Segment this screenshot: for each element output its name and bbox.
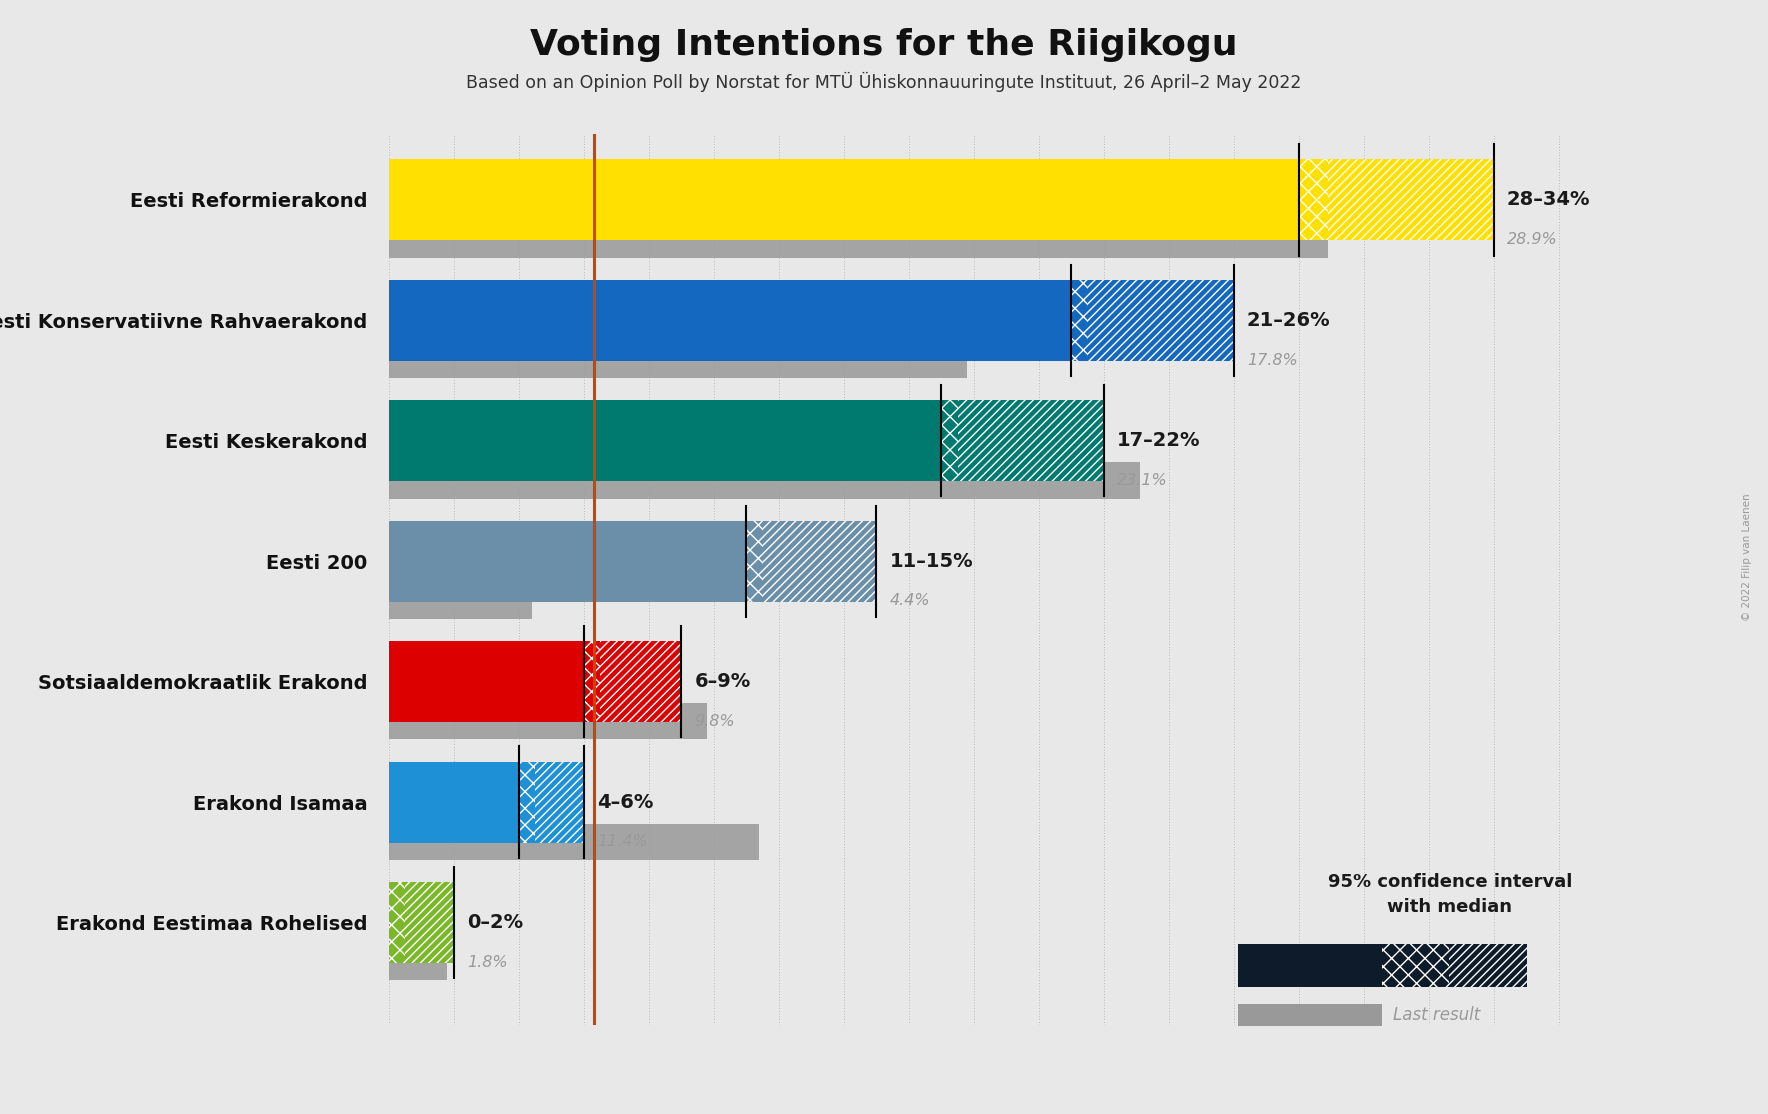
Text: 11–15%: 11–15% [889,551,972,570]
Bar [958,400,1103,481]
Text: 21–26%: 21–26% [1246,311,1330,330]
Bar [405,882,454,962]
Bar [389,400,941,481]
Text: 95% confidence interval: 95% confidence interval [1328,873,1572,891]
Bar [536,762,583,842]
Bar [583,642,599,722]
Bar [520,762,536,842]
Bar [1328,159,1494,241]
Bar [1071,280,1087,361]
Bar [389,280,1071,361]
Bar [1238,944,1383,987]
Bar [389,882,405,962]
Text: 17–22%: 17–22% [1117,431,1200,450]
Text: 28–34%: 28–34% [1506,190,1589,209]
Bar [1383,944,1448,987]
Text: Based on an Opinion Poll by Norstat for MTÜ Ühiskonnauuringute Instituut, 26 Apr: Based on an Opinion Poll by Norstat for … [467,72,1301,92]
Bar [389,222,1328,257]
Text: 4–6%: 4–6% [598,792,654,812]
Text: 1.8%: 1.8% [467,955,507,970]
Bar [389,520,746,602]
Bar [389,823,760,860]
Bar [1299,159,1328,241]
Bar [389,159,1299,241]
Bar [389,945,447,980]
Text: © 2022 Filip van Laenen: © 2022 Filip van Laenen [1741,494,1752,620]
Text: with median: with median [1388,898,1512,916]
Text: 9.8%: 9.8% [695,714,735,729]
Bar [941,400,958,481]
Bar [1087,280,1234,361]
Bar [389,583,532,619]
Bar [389,342,967,378]
Bar [389,762,520,842]
Bar [599,642,681,722]
Bar [762,520,877,602]
Bar [746,520,762,602]
Text: 23.1%: 23.1% [1117,473,1167,488]
Bar [1238,1004,1383,1026]
Bar [389,703,707,740]
Text: Last result: Last result [1393,1006,1480,1024]
Text: 6–9%: 6–9% [695,672,751,691]
Bar [389,642,583,722]
Text: 0–2%: 0–2% [467,913,523,932]
Text: 28.9%: 28.9% [1506,232,1558,247]
Bar [1448,944,1526,987]
Text: 11.4%: 11.4% [598,834,647,849]
Text: Voting Intentions for the Riigikogu: Voting Intentions for the Riigikogu [530,28,1238,62]
Text: 4.4%: 4.4% [889,594,930,608]
Bar [389,462,1140,499]
Text: 17.8%: 17.8% [1246,353,1298,368]
